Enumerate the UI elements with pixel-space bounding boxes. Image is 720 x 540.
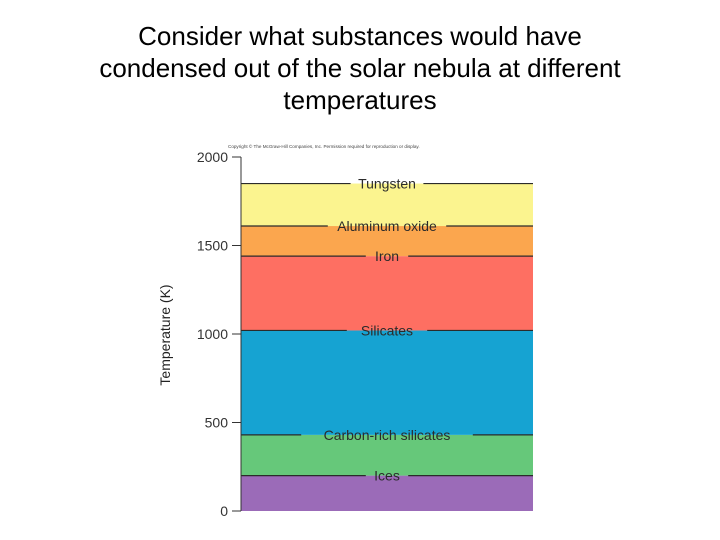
condensation-label-silicates: Silicates xyxy=(361,322,413,338)
y-tick-label-0: 0 xyxy=(220,503,228,519)
condensation-label-iron: Iron xyxy=(375,248,399,264)
condensation-label-aluminum-oxide: Aluminum oxide xyxy=(337,218,437,234)
condensation-label-ices: Ices xyxy=(374,468,400,484)
band-iron xyxy=(241,256,533,331)
condensation-label-carbon-rich-silicates: Carbon-rich silicates xyxy=(324,427,451,443)
band-ices xyxy=(241,475,533,511)
y-tick-label-500: 500 xyxy=(205,415,229,431)
band-carbon-rich-silicates xyxy=(241,434,533,476)
bands-layer xyxy=(241,183,533,511)
band-tungsten xyxy=(241,183,533,227)
slide-title-line-2: condensed out of the solar nebula at dif… xyxy=(99,53,621,83)
condensation-lines-layer: Ices Carbon-rich silicates Silicates Iron Al… xyxy=(241,176,533,484)
band-aluminum-oxide xyxy=(241,226,533,257)
band-silicates xyxy=(241,330,533,435)
copyright-note: Copyright © The McGraw-Hill Companies, I… xyxy=(228,143,420,149)
y-tick-label-1000: 1000 xyxy=(197,326,228,342)
y-axis: 0 500 1000 1500 2000 xyxy=(197,149,242,519)
slide-title-line-3: temperatures xyxy=(283,85,437,115)
y-tick-label-2000: 2000 xyxy=(197,149,228,165)
condensation-label-tungsten: Tungsten xyxy=(358,176,416,192)
slide-title: Consider what substances would have cond… xyxy=(60,20,660,116)
y-axis-label: Temperature (K) xyxy=(157,284,173,385)
y-tick-label-1500: 1500 xyxy=(197,238,228,254)
slide-title-line-1: Consider what substances would have xyxy=(138,21,582,51)
